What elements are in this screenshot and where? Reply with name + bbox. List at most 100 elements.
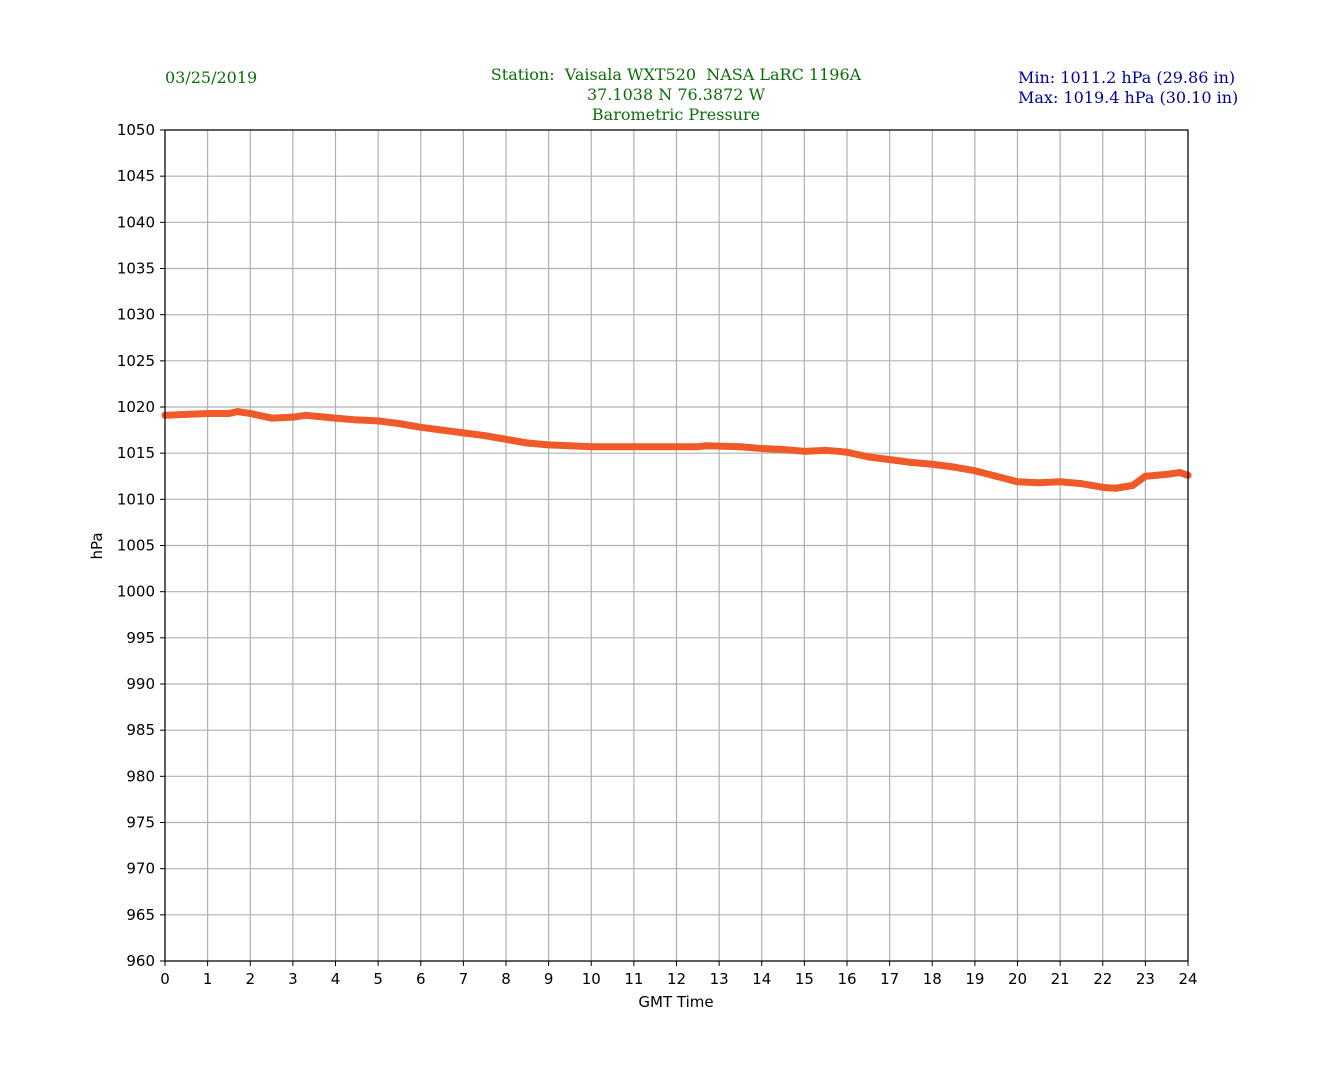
x-tick-label: 1 [203,970,213,988]
y-tick-label: 975 [126,814,155,832]
data-point [1014,478,1021,486]
x-tick-label: 11 [624,970,643,988]
data-point [1141,472,1149,480]
data-point [268,414,276,422]
chart-title-block: Station: Vaisala WXT520 NASA LaRC 1196A … [476,65,876,125]
data-point [886,456,894,464]
data-point [545,441,553,449]
data-point [694,443,702,451]
data-point [1163,470,1171,478]
y-tick-label: 965 [126,906,155,924]
min-max-block: Min: 1011.2 hPa (29.86 in) Max: 1019.4 h… [1018,68,1238,108]
x-tick-label: 20 [1008,970,1027,988]
y-tick-label: 970 [126,860,155,878]
data-point [459,429,467,437]
x-tick-label: 21 [1051,970,1070,988]
data-point [438,426,446,434]
chart-title: Barometric Pressure [591,105,761,124]
data-point [779,445,787,453]
station-coordinates: 37.1038 N 76.3872 W [586,85,766,104]
x-tick-label: 0 [160,970,170,988]
max-value: Max: 1019.4 hPa (30.10 in) [1018,88,1239,107]
data-point [481,432,489,440]
data-point [1035,479,1043,487]
data-point [1129,481,1137,489]
y-tick-label: 990 [126,675,155,693]
pressure-series [161,408,1192,492]
data-point [233,408,241,416]
station-label: Station: Vaisala WXT520 NASA LaRC 1196A [490,65,862,84]
data-point [834,447,842,455]
data-point [800,447,808,455]
chart-date: 03/25/2019 [165,68,258,87]
data-point [332,414,339,422]
y-tick-label: 960 [126,952,155,970]
data-point [702,442,710,450]
data-point [907,458,915,466]
x-tick-label: 9 [544,970,554,988]
x-tick-label: 6 [416,970,426,988]
data-point [204,409,212,417]
data-point [822,446,830,454]
x-tick-label: 15 [795,970,814,988]
y-tick-label: 1010 [117,490,155,508]
x-tick-label: 5 [373,970,383,988]
min-value: Min: 1011.2 hPa (29.86 in) [1018,68,1236,87]
data-point [971,467,979,475]
x-tick-label: 4 [331,970,341,988]
y-tick-label: 1030 [117,306,155,324]
x-tick-label: 8 [501,970,511,988]
y-tick-label: 980 [126,767,155,785]
x-tick-label: 13 [710,970,729,988]
x-tick-label: 19 [965,970,984,988]
y-tick-label: 1000 [117,583,155,601]
data-point [502,435,510,443]
data-point [246,409,254,417]
data-point [630,443,638,451]
x-tick-label: 7 [459,970,469,988]
data-point [566,442,574,450]
data-point [374,417,382,425]
data-point [395,420,403,428]
data-point [1112,484,1120,492]
data-point [928,460,936,468]
y-tick-label: 1050 [117,121,155,139]
x-axis-label: GMT Time [638,993,713,1011]
data-point [736,443,744,451]
data-point [758,445,766,453]
data-point [1077,480,1085,488]
y-tick-label: 1040 [117,213,155,231]
data-point [1056,478,1064,486]
y-tick-label: 1020 [117,398,155,416]
x-tick-label: 3 [288,970,298,988]
data-point [523,439,531,447]
x-tick-label: 23 [1136,970,1155,988]
data-point [302,411,310,419]
y-tick-label: 1025 [117,352,155,370]
grid [164,129,1189,962]
x-tick-label: 12 [667,970,686,988]
x-tick-label: 16 [837,970,856,988]
x-tick-label: 24 [1178,970,1197,988]
data-point [843,448,851,456]
data-point [225,409,233,417]
y-tick-label: 1035 [117,260,155,278]
x-tick-label: 10 [582,970,601,988]
data-point [673,443,680,451]
x-tick-label: 22 [1093,970,1112,988]
y-tick-label: 1045 [117,167,155,185]
data-point [1099,483,1107,491]
x-tick-label: 18 [923,970,942,988]
data-point [353,416,361,424]
y-tick-label: 1005 [117,537,155,555]
y-tick-label: 995 [126,629,155,647]
data-point [289,413,297,421]
data-point [182,410,190,418]
data-point [417,423,425,431]
data-point [992,472,1000,480]
y-axis-label: hPa [88,532,106,559]
data-point [587,443,595,451]
x-tick-label: 17 [880,970,899,988]
data-point [864,453,872,461]
